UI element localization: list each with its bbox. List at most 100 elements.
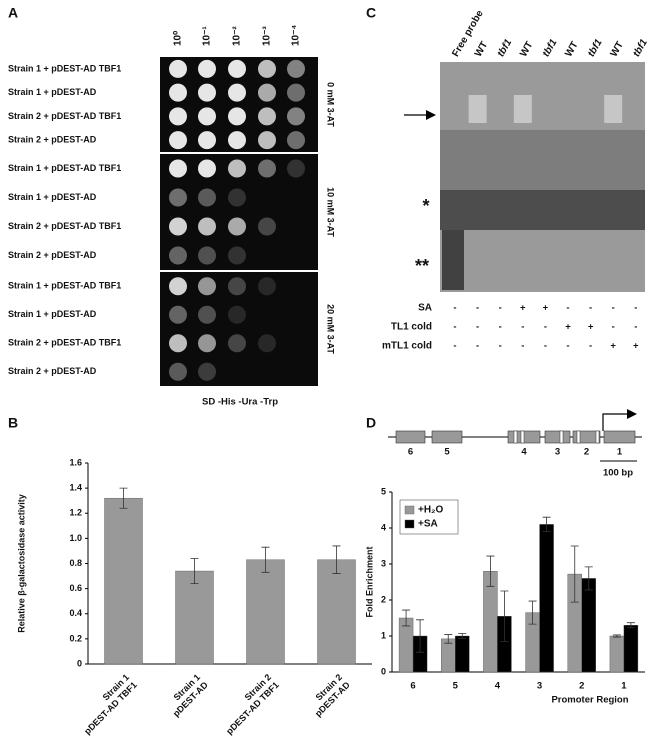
treatment-sign: - — [544, 322, 547, 333]
x-tick-label: 1 — [621, 681, 627, 692]
error-bar — [528, 600, 537, 625]
treatment-sign: - — [453, 303, 456, 314]
y-tick-label: 0.6 — [69, 583, 82, 593]
treatment-sign: + — [610, 341, 616, 352]
lane-label: tbf1 — [541, 37, 560, 59]
error-bar — [458, 633, 467, 639]
yeast-spot — [287, 107, 305, 126]
bar — [441, 638, 456, 673]
yeast-spot — [169, 83, 187, 102]
x-tick-label: 2 — [579, 681, 584, 692]
treatment-sign: + — [588, 322, 594, 333]
error-bar — [584, 566, 593, 591]
bar — [623, 625, 639, 673]
y-tick-label: 0.8 — [69, 558, 82, 568]
yeast-spot — [169, 107, 187, 126]
x-tick-label: 5 — [453, 681, 459, 692]
y-tick-label: 0.2 — [69, 633, 82, 643]
promoter-region — [395, 430, 426, 444]
lane-label: WT — [563, 40, 580, 59]
yeast-spot — [198, 159, 216, 178]
strain-label: Strain 2 + pDEST-AD TBF1 — [8, 338, 121, 348]
band-mark: * — [422, 196, 429, 216]
lane-label: tbf1 — [496, 37, 515, 59]
treatment-sign: - — [476, 322, 479, 333]
dilution-label: 10⁻² — [232, 26, 243, 46]
yeast-spot — [228, 217, 246, 236]
treatment-sign: - — [612, 303, 615, 314]
legend-swatch — [404, 505, 415, 515]
bar — [317, 559, 356, 665]
tss-arrow — [602, 413, 628, 431]
strain-label: Strain 1 + pDEST-AD — [8, 87, 97, 97]
y-tick-label: 0.4 — [69, 608, 82, 618]
treatment-sign: - — [589, 303, 592, 314]
promoter-region — [544, 430, 571, 444]
y-axis-label: Fold Enrichment — [364, 546, 374, 617]
error-bar — [416, 619, 425, 653]
element-box — [595, 430, 600, 444]
yeast-spot — [198, 131, 216, 150]
bar — [246, 559, 285, 665]
x-tick-label: 6 — [410, 681, 415, 692]
shifted-band — [513, 95, 532, 123]
dilution-label: 10⁻¹ — [202, 26, 213, 46]
error-bar — [612, 634, 621, 638]
yeast-spot — [228, 107, 246, 126]
yeast-spot — [258, 159, 276, 178]
region-label: 5 — [444, 447, 450, 458]
dilution-label: 10⁻⁴ — [291, 25, 302, 46]
error-bar — [261, 546, 270, 573]
lane-label: WT — [609, 40, 626, 59]
yeast-spot — [169, 246, 187, 265]
y-tick-label: 1.4 — [69, 483, 82, 493]
bar — [539, 524, 554, 673]
yeast-spot — [169, 334, 187, 353]
yeast-spot — [198, 246, 216, 265]
bar — [455, 635, 470, 673]
error-bar — [542, 516, 551, 532]
yeast-spot — [228, 334, 246, 353]
dilution-label: 10⁰ — [173, 31, 184, 46]
panel-label: B — [8, 415, 18, 431]
treatment-sign: - — [566, 303, 569, 314]
bar — [104, 497, 143, 665]
yeast-spot — [169, 59, 187, 78]
yeast-spot — [228, 246, 246, 265]
yeast-spot — [169, 131, 187, 150]
error-bar — [119, 487, 128, 509]
dilution-label: 10⁻³ — [262, 26, 273, 46]
element-box — [520, 430, 525, 444]
yeast-spot — [287, 159, 305, 178]
strain-label: Strain 2 + pDEST-AD TBF1 — [8, 111, 121, 121]
treatment-sign: + — [633, 341, 639, 352]
treatment-label: SA — [418, 303, 432, 314]
yeast-spot — [169, 362, 187, 381]
treatment-sign: - — [544, 341, 547, 352]
treatment-sign: - — [453, 341, 456, 352]
strain-label: Strain 2 + pDEST-AD — [8, 366, 97, 376]
yeast-spot — [198, 83, 216, 102]
bar — [581, 578, 596, 673]
element-box — [576, 430, 581, 444]
error-bar — [626, 622, 635, 629]
error-bar — [444, 634, 453, 644]
promoter-region — [431, 430, 463, 444]
error-bar — [486, 555, 495, 587]
yeast-spot — [228, 159, 246, 178]
treatment-sign: - — [499, 303, 502, 314]
yeast-spot — [287, 131, 305, 150]
strain-label: Strain 1 + pDEST-AD TBF1 — [8, 281, 121, 291]
treatment-sign: - — [453, 322, 456, 333]
treatment-sign: + — [565, 322, 571, 333]
treatment-sign: - — [634, 322, 637, 333]
strain-label: Strain 1 + pDEST-AD TBF1 — [8, 63, 121, 73]
y-tick-label: 1.2 — [69, 508, 82, 518]
element-box — [513, 430, 518, 444]
yeast-spot — [169, 188, 187, 207]
y-axis-label: Relative β-galactosidase activity — [16, 494, 26, 633]
bar — [609, 635, 625, 673]
yeast-spot — [287, 83, 305, 102]
